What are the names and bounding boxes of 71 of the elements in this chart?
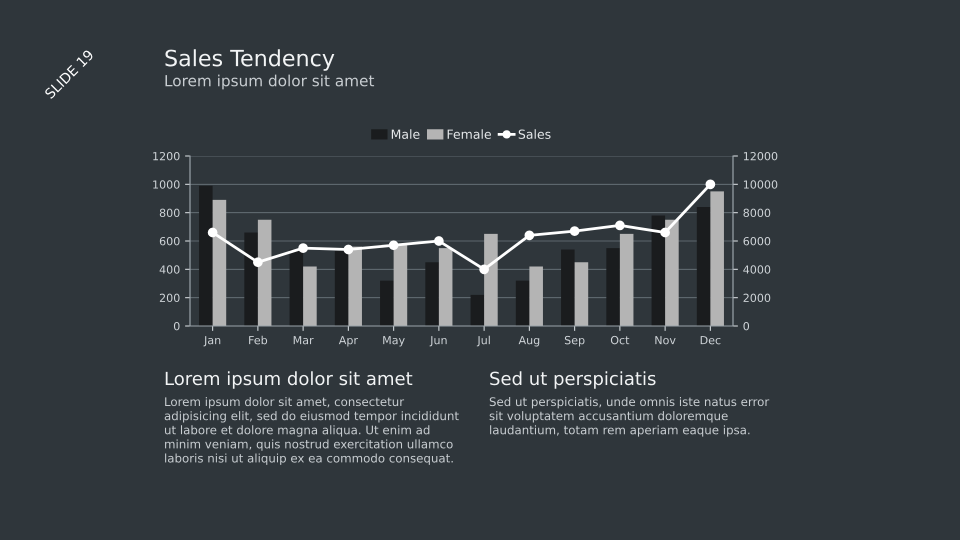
legend-label: Sales: [518, 129, 551, 139]
y2-tick-label: 6000: [744, 236, 770, 246]
bar: [290, 250, 304, 326]
y-tick-label: 200: [160, 294, 180, 302]
point: [570, 226, 580, 236]
point: [298, 243, 308, 253]
point: [434, 236, 444, 246]
y-tick-label: 1200: [153, 152, 180, 160]
x-tick-label: Aug: [518, 336, 540, 346]
legend-label: Female: [448, 129, 491, 139]
bar: [470, 294, 484, 326]
x-tick-label: Oct: [610, 336, 630, 344]
bar: [516, 280, 530, 326]
bar: [244, 232, 258, 326]
bar: [380, 280, 394, 326]
bar: [652, 216, 666, 326]
legend-label: Male: [392, 129, 420, 139]
x-tick-label: Feb: [249, 336, 268, 344]
x-tick-label: Sep: [564, 336, 584, 346]
bar: [665, 220, 679, 326]
point: [615, 220, 625, 230]
chart-title: Sales Tendency: [165, 49, 334, 71]
bar: [258, 220, 272, 326]
x-tick-label: Dec: [700, 336, 720, 344]
text: Sed ut perspiciatis, unde omnis iste natus error sit voluptatem accusantium doloremque laudantium, totam rem aperiam eaque ipsa.: [490, 397, 770, 437]
point: [344, 244, 354, 254]
text: Lorem ipsum dolor sit amet: [166, 371, 412, 389]
bar: [334, 250, 348, 326]
point: [479, 264, 489, 274]
y2-tick-label: 12000: [744, 152, 778, 160]
chart-subtitle: Lorem ipsum dolor sit amet: [166, 74, 374, 90]
bar: [606, 248, 620, 326]
y-tick-label: 0: [174, 322, 180, 330]
bar: [394, 245, 408, 326]
point: [660, 228, 670, 238]
x-tick-label: Jun: [430, 336, 447, 346]
text: Sed ut perspiciatis: [490, 371, 656, 389]
y2-tick-label: 8000: [743, 208, 770, 218]
point: [706, 179, 716, 190]
x-tick-label: Apr: [338, 336, 358, 346]
bar: [348, 246, 362, 326]
bar: [199, 186, 213, 326]
x-tick-label: May: [383, 336, 405, 346]
point: [524, 230, 534, 240]
bar: [438, 248, 452, 326]
y-tick-label: 800: [160, 208, 180, 218]
bar: [620, 234, 634, 326]
text: Lorem ipsum dolor sit amet, consectetur adipisicing elit, sed do eiusmod tempor incididunt ut labore et dolore magna aliqua. Ut enim ad minim veniam, quis nostrud exercitation ullamco laboris nisi ut aliquip ex ea commodo consequat.: [164, 397, 459, 465]
y2-tick-label: 0: [743, 322, 750, 330]
bar: [303, 266, 317, 326]
bar: [561, 250, 575, 326]
bar: [574, 262, 588, 326]
y-tick-label: 400: [160, 265, 180, 274]
y2-tick-label: 10000: [744, 180, 778, 189]
x-tick-label: Jul: [476, 336, 490, 346]
bar: [529, 266, 543, 326]
y-tick-label: 1000: [153, 180, 180, 189]
x-tick-label: Jan: [203, 336, 220, 346]
point: [388, 240, 398, 250]
bar: [710, 191, 724, 326]
x-tick-label: Mar: [294, 336, 314, 344]
y2-tick-label: 2000: [744, 294, 770, 302]
bar: [425, 262, 439, 326]
x-tick-label: Nov: [655, 336, 676, 344]
y-tick-label: 600: [160, 236, 180, 246]
bar: [484, 234, 498, 326]
y2-tick-label: 4000: [743, 265, 770, 274]
bar: [212, 200, 226, 326]
point: [253, 257, 263, 268]
point: [208, 228, 218, 238]
bar: [696, 207, 710, 326]
